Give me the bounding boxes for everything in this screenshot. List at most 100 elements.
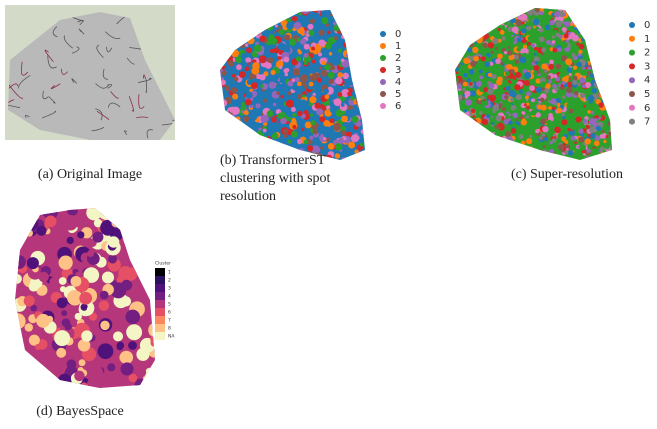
spot (504, 51, 507, 54)
legend-swatch (155, 316, 165, 324)
spot (580, 93, 585, 98)
spot (33, 375, 43, 385)
spot (487, 138, 491, 142)
spot (608, 132, 612, 136)
spot (554, 127, 561, 134)
spot (338, 93, 342, 97)
spot (289, 39, 296, 46)
spot (465, 16, 470, 21)
spot (239, 41, 246, 48)
spot (278, 13, 283, 18)
spot (364, 137, 369, 142)
spot (262, 141, 270, 149)
spot (341, 35, 345, 39)
spot (541, 105, 547, 111)
spot (483, 148, 486, 151)
spot (610, 157, 614, 161)
spot (505, 15, 510, 20)
spot (100, 321, 109, 330)
spot (583, 105, 586, 108)
spot (452, 157, 456, 161)
spot (283, 57, 289, 63)
spot (350, 30, 355, 35)
spot (454, 36, 460, 42)
spot (335, 143, 343, 151)
spot (232, 94, 238, 100)
spot (597, 39, 602, 44)
spot (579, 7, 582, 10)
legend-swatch (155, 332, 165, 340)
spot (484, 61, 490, 67)
spot (609, 26, 612, 29)
spot (450, 7, 455, 12)
spot (346, 53, 350, 57)
spot (527, 42, 531, 46)
spot (487, 27, 492, 32)
spot (593, 33, 599, 39)
spot (107, 363, 115, 371)
spot (258, 13, 263, 18)
legend-label: 7 (644, 117, 650, 128)
spot (346, 10, 352, 16)
spot (566, 144, 570, 148)
spot (500, 62, 503, 65)
spot (215, 89, 223, 97)
spot (283, 68, 288, 73)
spot (359, 158, 362, 161)
spot (599, 114, 602, 117)
legend-swatch (629, 63, 635, 69)
spot (349, 62, 356, 69)
spot (579, 26, 583, 30)
spot (462, 157, 468, 163)
spot (515, 72, 521, 78)
spot (601, 154, 605, 158)
spot (574, 141, 577, 144)
spot (489, 136, 494, 141)
spot (120, 351, 133, 364)
spot (275, 7, 280, 12)
spot (485, 161, 489, 165)
spot (537, 98, 540, 101)
spot (549, 20, 555, 26)
spot (285, 73, 289, 77)
spot (470, 159, 476, 165)
spot (581, 6, 588, 13)
spot (605, 135, 608, 138)
spot (279, 66, 282, 69)
spot (473, 136, 478, 141)
spot (271, 17, 278, 24)
spot (598, 72, 603, 77)
spot (238, 18, 246, 26)
spot (356, 51, 360, 55)
legend-label: 3 (644, 61, 650, 72)
spot (586, 125, 590, 129)
spot (222, 111, 228, 117)
spot (604, 73, 609, 78)
spot (286, 22, 294, 30)
legend-swatch (380, 79, 386, 85)
spot (562, 81, 566, 85)
spot (551, 13, 554, 16)
spot (71, 276, 82, 287)
spot (327, 31, 331, 35)
legend-title: Cluster (155, 261, 171, 267)
spot (461, 64, 467, 70)
spot (611, 86, 616, 91)
spot (363, 44, 369, 50)
spot (286, 10, 290, 14)
spot (457, 115, 464, 122)
spot (62, 215, 78, 231)
spot (353, 42, 356, 45)
spot (246, 132, 252, 138)
spot (225, 15, 228, 18)
spot (363, 125, 371, 133)
legend-label: 4 (644, 75, 650, 86)
spot (251, 21, 257, 27)
spot (525, 159, 529, 163)
spot (32, 380, 40, 388)
spot (301, 128, 304, 131)
spot (111, 219, 120, 228)
spot (508, 55, 513, 60)
spot (234, 8, 241, 15)
spot (539, 28, 544, 33)
